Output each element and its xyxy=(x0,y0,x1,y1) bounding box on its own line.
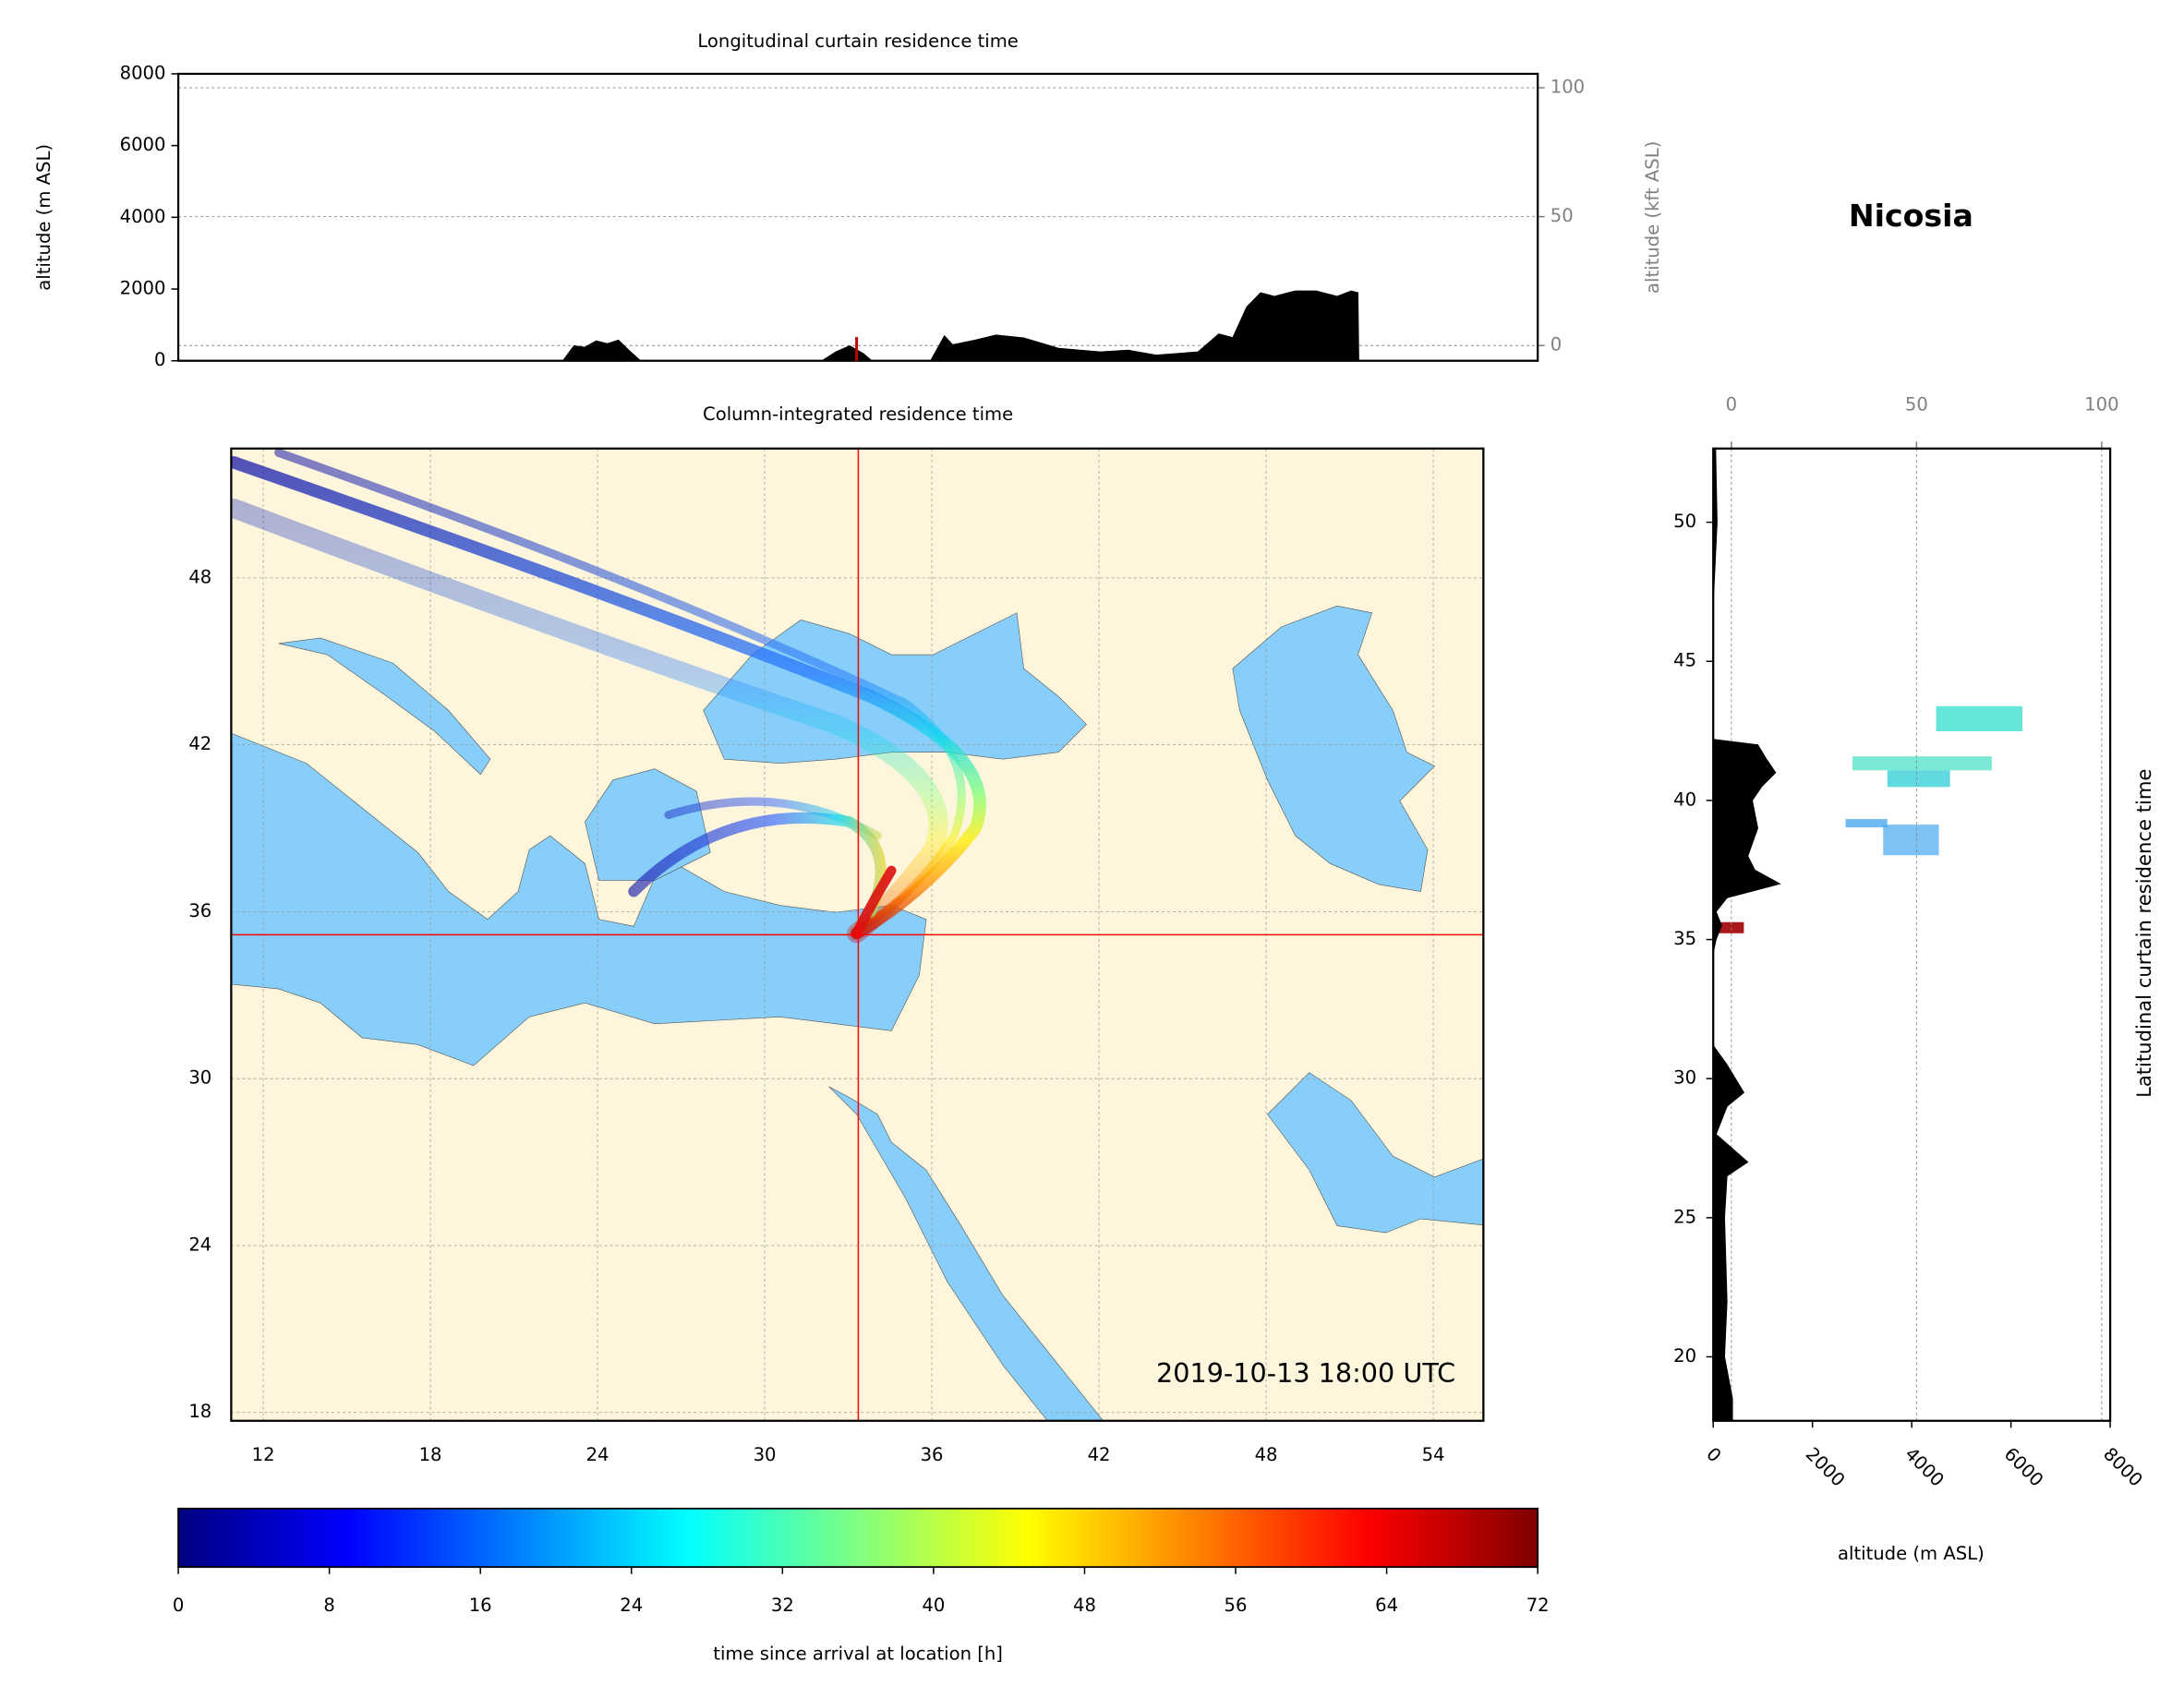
y-tick-label: 2000 xyxy=(120,278,166,299)
persian-gulf xyxy=(1267,1072,1484,1234)
residence-patch xyxy=(1845,819,1888,828)
y-tick-label: 36 xyxy=(188,900,211,921)
y-tick-label: 18 xyxy=(188,1401,211,1422)
y-tick-label: 0 xyxy=(154,349,165,370)
y-tick-label: 8000 xyxy=(120,62,166,83)
y-tick-label: 42 xyxy=(188,733,211,754)
x2-tick-label: 0 xyxy=(1726,394,1737,415)
panel-title: Longitudinal curtain residence time xyxy=(697,30,1018,52)
plume-band xyxy=(231,499,948,944)
y-tick-label: 50 xyxy=(1673,511,1696,532)
colorbar-tick-label: 16 xyxy=(469,1595,492,1616)
right-panel: 0 50 100 20 25 30 35 40 45 50 0 2000 4000 6000 8000 xyxy=(1673,394,2146,1491)
colorbar: 0 8 16 24 32 40 48 56 64 72 xyxy=(173,1507,1550,1616)
plume-core xyxy=(851,865,897,939)
residence-patch xyxy=(1887,770,1950,788)
x-tick-label: 48 xyxy=(1255,1444,1278,1465)
red-sea xyxy=(828,1086,1104,1421)
y-tick-label: 30 xyxy=(188,1067,211,1089)
adriatic xyxy=(278,637,491,776)
x-tick-label: 6000 xyxy=(2000,1443,2048,1491)
terrain-area xyxy=(1712,448,1781,1422)
x-tick-label: 12 xyxy=(252,1444,275,1465)
date-annotation: 2019-10-13 18:00 UTC xyxy=(1156,1357,1455,1389)
x-tick-label: 36 xyxy=(921,1444,944,1465)
top-panel: 0 50 100 0 2000 4000 6000 8000 xyxy=(120,62,1586,370)
plume-band xyxy=(664,797,882,840)
map-frame xyxy=(230,447,1485,1422)
mediterranean xyxy=(231,732,927,1066)
x-tick-label: 0 xyxy=(1702,1443,1725,1466)
colorbar-tick-label: 72 xyxy=(1526,1595,1550,1616)
colorbar-tick-label: 32 xyxy=(771,1595,794,1616)
y-tick-label: 4000 xyxy=(120,206,166,227)
y-axis-label: altitude (m ASL) xyxy=(33,144,54,291)
y-tick-label: 48 xyxy=(188,566,211,587)
plume-band xyxy=(628,812,887,919)
map-area xyxy=(231,448,1484,1421)
residence-patch xyxy=(1852,756,1992,771)
x2-tick-label: 50 xyxy=(1905,394,1928,415)
x-tick-label: 4000 xyxy=(1900,1443,1949,1491)
y-axis-label: Latitudinal curtain residence time xyxy=(2132,769,2155,1098)
residence-patches xyxy=(1713,705,2023,933)
caspian xyxy=(1232,605,1436,892)
x2-tick-label: 100 xyxy=(2084,394,2118,415)
x-tick-label: 24 xyxy=(586,1444,609,1465)
x-tick-label: 54 xyxy=(1422,1444,1445,1465)
y-tick-label: 25 xyxy=(1673,1206,1696,1227)
y2-tick-label: 50 xyxy=(1551,205,1574,226)
colorbar-label: time since arrival at location [h] xyxy=(713,1644,1003,1665)
y2-axis-label: altitude (kft ASL) xyxy=(1642,141,1663,294)
plume xyxy=(231,448,986,944)
colorbar-tick-label: 48 xyxy=(1073,1595,1096,1616)
figure-root: Longitudinal curtain residence time alti… xyxy=(33,30,2155,1665)
black-sea xyxy=(703,612,1087,765)
seas xyxy=(231,605,1484,1421)
colorbar-tick-label: 64 xyxy=(1375,1595,1398,1616)
x-tick-label: 8000 xyxy=(2099,1443,2147,1491)
x-axis-label: altitude (m ASL) xyxy=(1838,1543,1985,1564)
map-ticks: 12 18 24 30 36 42 48 54 18 24 30 36 42 48 xyxy=(188,566,1444,1465)
residence-patch xyxy=(1936,705,2023,732)
y-tick-label: 20 xyxy=(1673,1345,1696,1367)
residence-patch xyxy=(1883,825,1939,856)
y2-tick-label: 0 xyxy=(1551,334,1562,355)
x-tick-label: 18 xyxy=(419,1444,442,1465)
colorbar-tick-label: 8 xyxy=(323,1595,334,1616)
y-tick-label: 35 xyxy=(1673,928,1696,949)
x-tick-label: 42 xyxy=(1088,1444,1111,1465)
colorbar-tick-label: 40 xyxy=(922,1595,945,1616)
plume-band xyxy=(231,456,986,940)
panel-frame xyxy=(1712,447,2112,1422)
y2-tick-label: 100 xyxy=(1551,77,1585,98)
colorbar-tick-label: 56 xyxy=(1225,1595,1248,1616)
colorbar-fill xyxy=(177,1507,1539,1569)
y-tick-label: 45 xyxy=(1673,650,1696,671)
y-tick-label: 24 xyxy=(188,1234,211,1255)
location-title: Nicosia xyxy=(1849,198,1973,234)
y-tick-label: 6000 xyxy=(120,134,166,155)
x-tick-label: 2000 xyxy=(1802,1443,1850,1491)
x-tick-label: 30 xyxy=(754,1444,777,1465)
y-tick-label: 40 xyxy=(1673,789,1696,810)
y-tick-label: 30 xyxy=(1673,1067,1696,1089)
map-overlay xyxy=(231,448,1484,1421)
colorbar-tick-label: 0 xyxy=(173,1595,184,1616)
panel-title: Column-integrated residence time xyxy=(703,403,1013,425)
colorbar-tick-label: 24 xyxy=(620,1595,643,1616)
terrain-area xyxy=(561,290,1359,362)
